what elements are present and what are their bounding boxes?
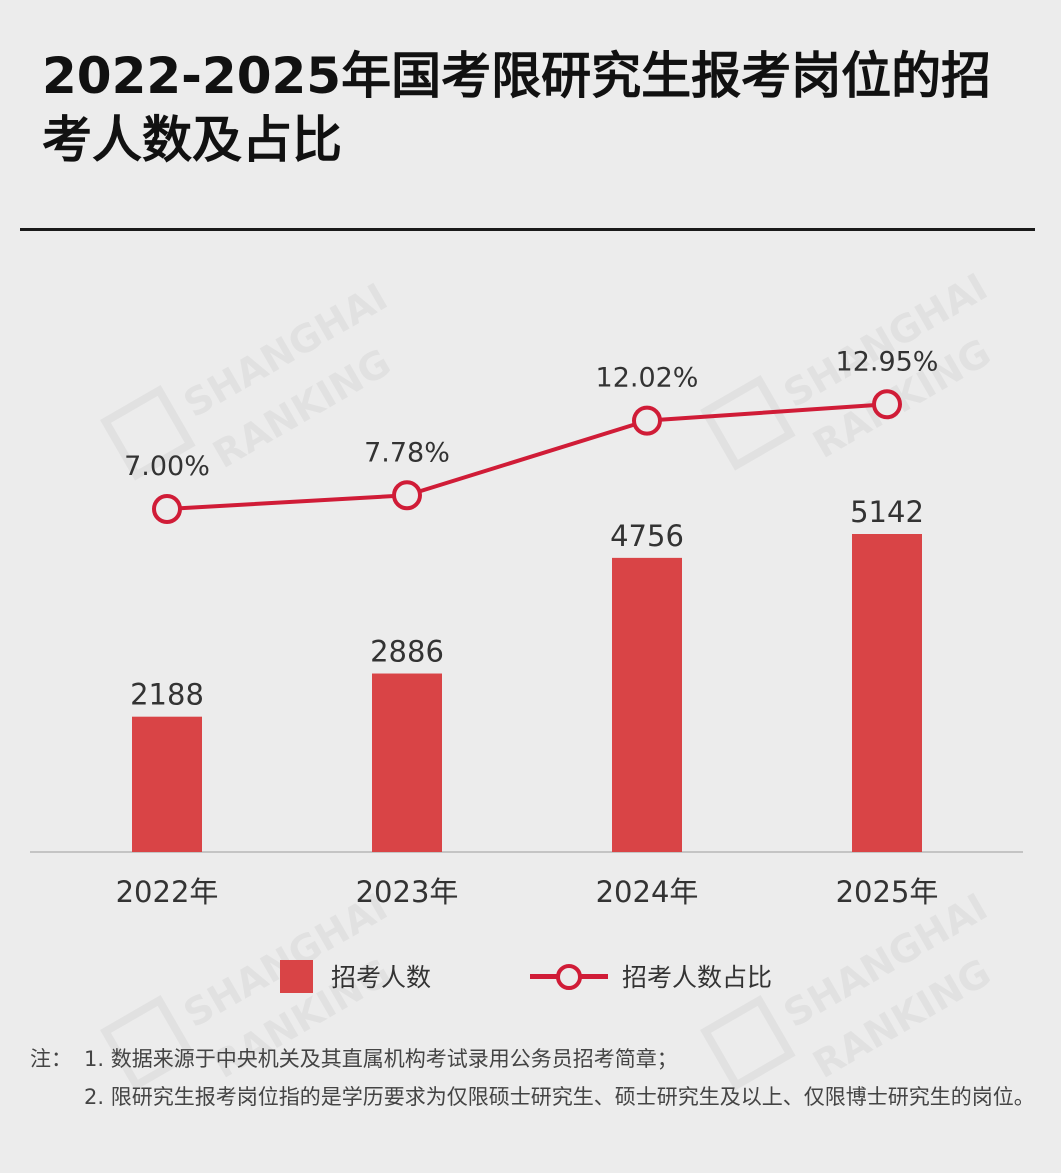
- ratio-value-label-2: 12.02%: [596, 363, 699, 394]
- ratio-line: [166, 402, 888, 511]
- legend: 招考人数 招考人数占比: [0, 958, 1061, 998]
- bar-value-label-1: 2886: [370, 635, 444, 669]
- bar-0: [132, 716, 202, 852]
- bar-1: [372, 673, 442, 852]
- ratio-value-label-1: 7.78%: [364, 437, 450, 468]
- legend-item-bar: 招考人数: [280, 958, 431, 994]
- notes-prefix: 注：: [30, 1047, 72, 1071]
- note-2: 2. 限研究生报考岗位指的是学历要求为仅限硕士研究生、硕士研究生及以上、仅限博士…: [84, 1085, 1035, 1109]
- bar-value-label-2: 4756: [610, 519, 684, 553]
- x-tick-label-0: 2022年: [116, 875, 219, 909]
- bar-value-label-0: 2188: [130, 678, 204, 712]
- chart-title: 2022-2025年国考限研究生报考岗位的招考人数及占比: [42, 47, 992, 169]
- legend-line-swatch: [530, 960, 608, 993]
- ratio-value-label-0: 7.00%: [124, 451, 210, 482]
- title-divider: [20, 228, 1035, 231]
- x-tick-label-2: 2024年: [596, 875, 699, 909]
- bar-2: [612, 557, 682, 852]
- x-tick-label-3: 2025年: [836, 875, 939, 909]
- ratio-point-3: [872, 389, 902, 420]
- legend-item-line: 招考人数占比: [530, 958, 772, 994]
- ratio-value-label-3: 12.95%: [836, 346, 939, 377]
- footnotes: 注： 1. 数据来源于中央机关及其直属机构考试录用公务员招考简章； 2. 限研究…: [30, 1040, 1040, 1116]
- bar-3: [852, 534, 922, 852]
- ratio-point-0: [152, 494, 182, 524]
- legend-bar-swatch: [280, 959, 313, 993]
- combo-chart: 2188 2886 4756 5142 2022年 2023年 2024年 2025年 7.00…: [30, 346, 1023, 909]
- note-1: 1. 数据来源于中央机关及其直属机构考试录用公务员招考简章；: [84, 1047, 678, 1071]
- legend-bar-label: 招考人数: [331, 963, 432, 992]
- x-tick-label-1: 2023年: [356, 875, 459, 909]
- ratio-point-1: [392, 480, 422, 511]
- ratio-point-2: [632, 405, 662, 436]
- bar-value-label-3: 5142: [850, 495, 924, 529]
- legend-line-label: 招考人数占比: [622, 963, 773, 992]
